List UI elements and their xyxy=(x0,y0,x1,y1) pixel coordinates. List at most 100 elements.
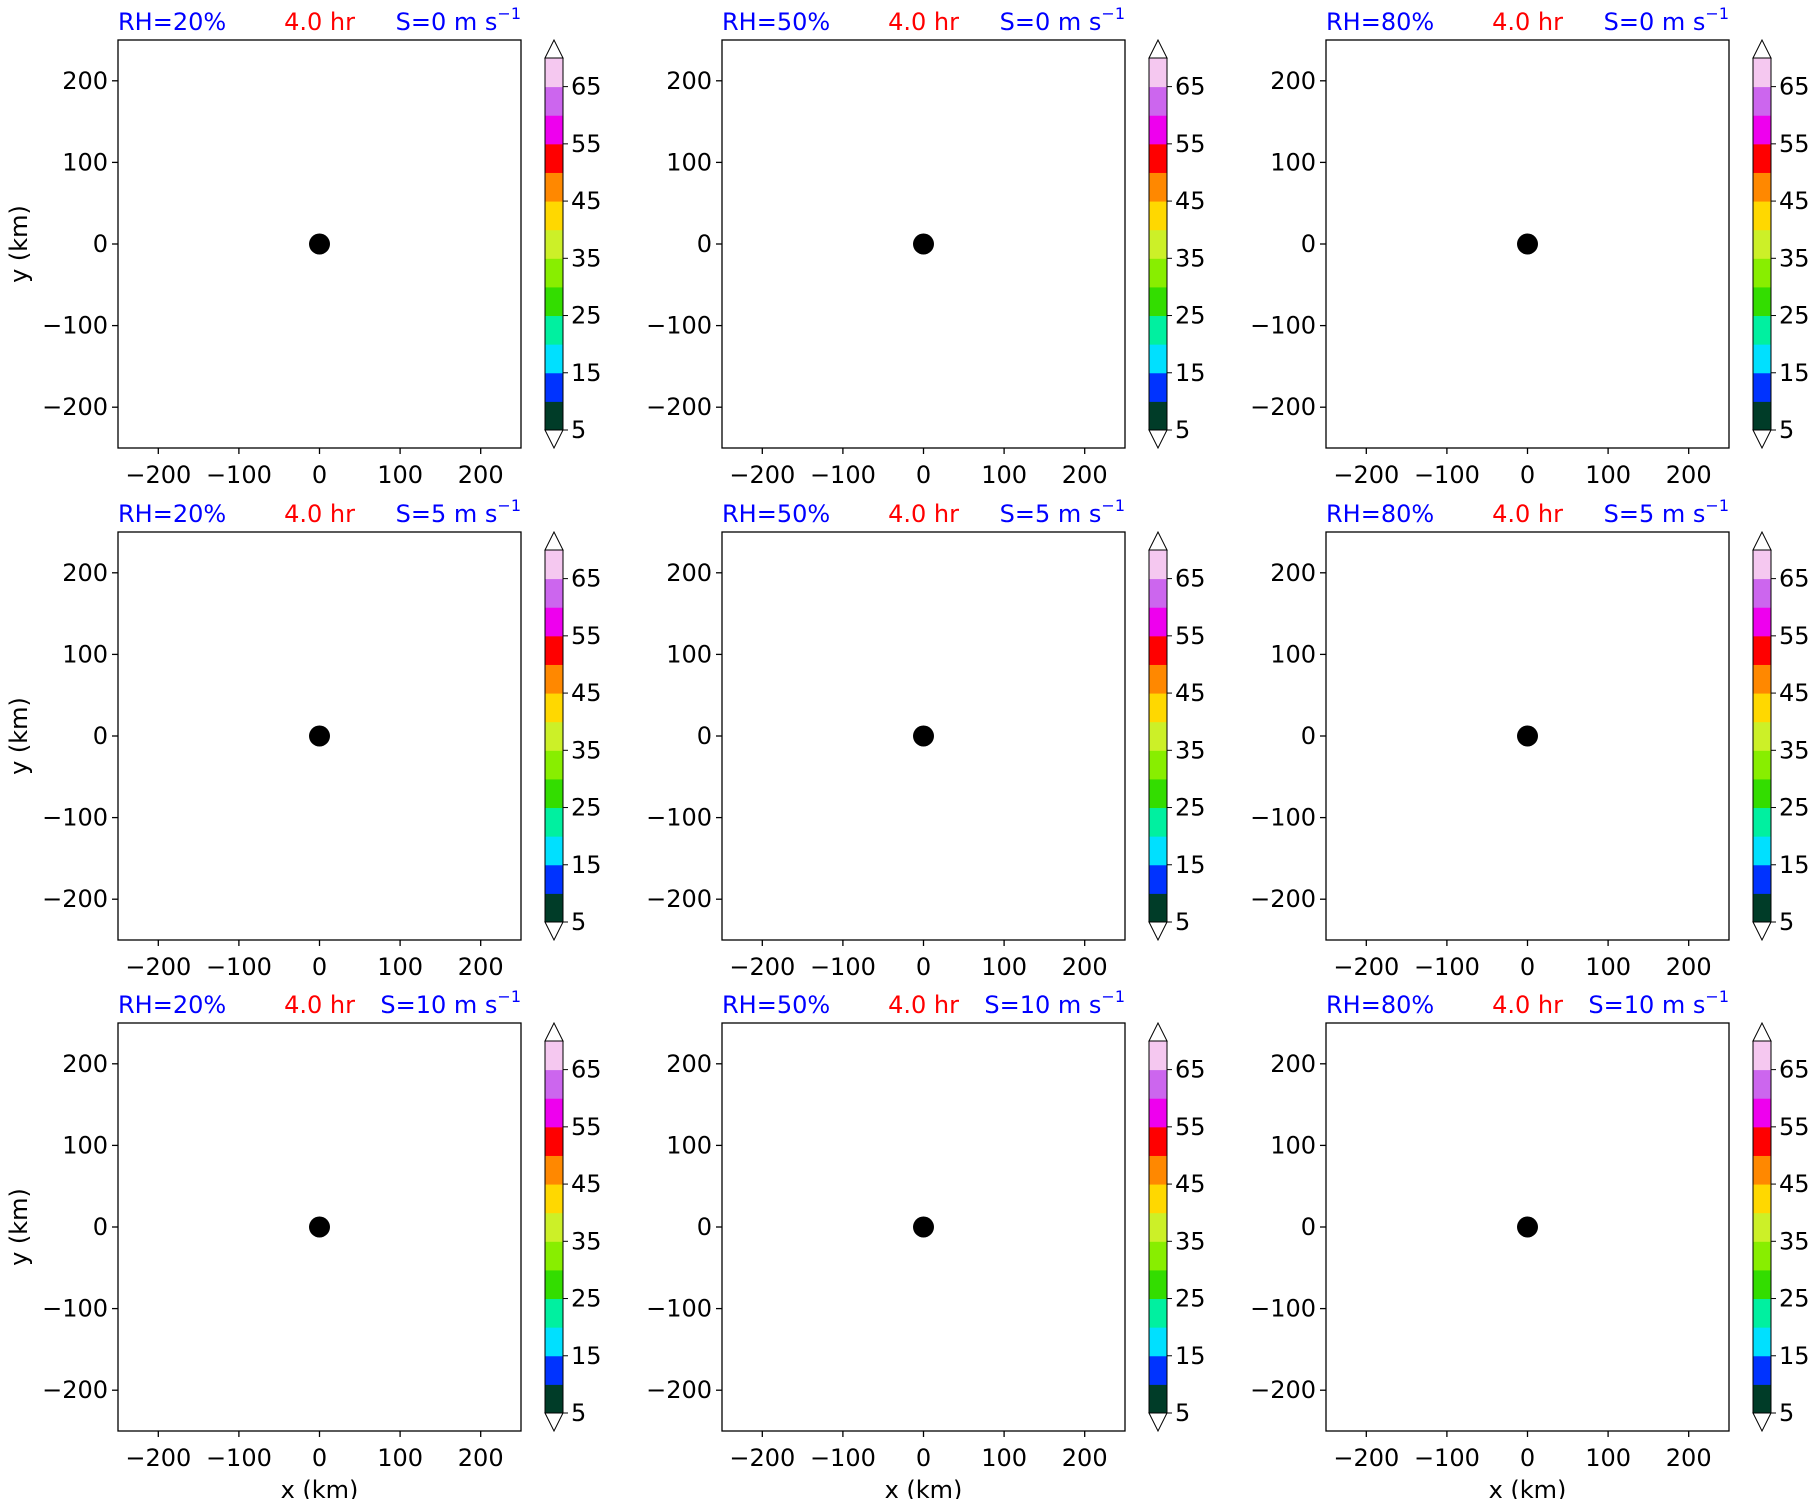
panel-label-right: S=5 m s−1 xyxy=(396,496,521,528)
colorbar-segment xyxy=(545,864,563,894)
center-marker xyxy=(309,1216,330,1238)
x-tick-label: 200 xyxy=(1666,1444,1712,1472)
colorbar-extend-max xyxy=(1148,1021,1168,1042)
colorbar-tick-label: 15 xyxy=(571,1342,602,1370)
panel-label-center: 4.0 hr xyxy=(284,8,355,36)
x-tick-label: 0 xyxy=(916,461,931,489)
x-tick-label: −100 xyxy=(206,1444,272,1472)
colorbar-segment xyxy=(1753,1355,1771,1385)
x-tick-label: −100 xyxy=(206,953,272,981)
colorbar-segment xyxy=(1149,1269,1167,1300)
x-tick-label: 100 xyxy=(981,461,1027,489)
unit-exponent: −1 xyxy=(497,987,521,1006)
x-tick-label: −200 xyxy=(1333,461,1399,489)
colorbar-segment xyxy=(545,172,563,202)
y-tick-label: 200 xyxy=(1270,559,1316,587)
x-tick-label: −100 xyxy=(1414,461,1480,489)
colorbar-segment xyxy=(545,286,563,317)
panel: −200 −100 0 100 200 200 100 0 −100 −200 x (km) RH=8… xyxy=(1250,987,1809,1499)
y-tick-label: 0 xyxy=(93,1213,108,1241)
y-tick-label: 200 xyxy=(62,67,108,95)
y-tick-label: −100 xyxy=(646,1295,712,1323)
colorbar: 5 15 25 35 45 55 65 xyxy=(1148,530,1206,942)
colorbar-outline xyxy=(544,57,564,431)
colorbar-segment xyxy=(1149,372,1167,402)
x-axis-label: x (km) xyxy=(1489,1476,1567,1499)
colorbar-tick-label: 15 xyxy=(571,851,602,879)
colorbar: 5 15 25 35 45 55 65 xyxy=(544,38,602,450)
colorbar-segment xyxy=(1753,58,1771,88)
colorbar-tick-label: 45 xyxy=(1175,1170,1206,1198)
panel: −200 −100 0 100 200 200 100 0 −100 −200 RH=50% 4.0 … xyxy=(646,496,1205,981)
colorbar-tick-label: 25 xyxy=(1175,1285,1206,1313)
colorbar-tick-label: 5 xyxy=(571,908,586,936)
x-tick-label: −200 xyxy=(729,461,795,489)
colorbar-tick-label: 15 xyxy=(1175,359,1206,387)
panel-label-center: 4.0 hr xyxy=(888,500,959,528)
colorbar-tick-label: 65 xyxy=(1175,73,1206,101)
colorbar-tick-label: 25 xyxy=(571,1285,602,1313)
panel: −200 −100 0 100 200 200 100 0 −100 −200 x (km) RH=5… xyxy=(646,987,1205,1499)
panel-label-center: 4.0 hr xyxy=(888,8,959,36)
colorbar-segment xyxy=(1753,1327,1771,1357)
colorbar-outline xyxy=(1148,1040,1168,1414)
y-tick-label: 100 xyxy=(62,148,108,176)
unit-exponent: −1 xyxy=(1101,987,1125,1006)
y-tick-label: 100 xyxy=(666,148,712,176)
colorbar-tick-label: 65 xyxy=(1175,565,1206,593)
colorbar-segment xyxy=(1753,315,1771,345)
colorbar-segment xyxy=(1149,1098,1167,1128)
colorbar-tick-label: 35 xyxy=(571,244,602,272)
colorbar-segment xyxy=(1149,864,1167,894)
x-tick-label: −200 xyxy=(125,953,191,981)
panel-label-right: S=0 m s−1 xyxy=(1000,4,1125,36)
x-tick-label: −100 xyxy=(810,953,876,981)
x-tick-label: 100 xyxy=(377,1444,423,1472)
y-tick-label: 0 xyxy=(93,230,108,258)
y-tick-label: 200 xyxy=(666,1050,712,1078)
colorbar-tick-label: 35 xyxy=(1175,244,1206,272)
x-tick-label: 0 xyxy=(916,953,931,981)
colorbar-segment xyxy=(545,1126,563,1156)
colorbar-tick-label: 45 xyxy=(1779,187,1810,215)
colorbar-segment xyxy=(545,115,563,145)
colorbar-tick-label: 25 xyxy=(1779,1285,1810,1313)
panel-label-center: 4.0 hr xyxy=(1492,500,1563,528)
colorbar-segment xyxy=(1149,1184,1167,1214)
x-tick-label: 0 xyxy=(1520,953,1535,981)
colorbar-tick-label: 15 xyxy=(1779,359,1810,387)
center-marker xyxy=(309,725,330,747)
panel-label-left: RH=80% xyxy=(1326,991,1434,1019)
y-tick-label: −100 xyxy=(42,1295,108,1323)
y-tick-label: −100 xyxy=(646,804,712,832)
colorbar-segment xyxy=(545,372,563,402)
colorbar-extend-min xyxy=(544,429,564,450)
colorbar-outline xyxy=(1148,57,1168,431)
colorbar-segment xyxy=(1149,1355,1167,1385)
unit-exponent: −1 xyxy=(1705,4,1729,23)
x-tick-label: −100 xyxy=(1414,1444,1480,1472)
colorbar-segment xyxy=(1753,721,1771,751)
colorbar-segment xyxy=(1149,807,1167,837)
colorbar-segment xyxy=(1753,286,1771,317)
y-axis-label: y (km) xyxy=(5,697,33,775)
center-marker xyxy=(1517,1216,1538,1238)
colorbar-extend-max xyxy=(544,530,564,551)
colorbar-segment xyxy=(545,1269,563,1300)
y-tick-label: 0 xyxy=(1301,722,1316,750)
x-tick-label: 100 xyxy=(1585,1444,1631,1472)
x-tick-label: 200 xyxy=(458,1444,504,1472)
colorbar-segment xyxy=(1753,750,1771,780)
x-tick-label: 0 xyxy=(312,953,327,981)
x-tick-label: 200 xyxy=(1666,953,1712,981)
colorbar-extend-max xyxy=(1752,530,1772,551)
colorbar-segment xyxy=(1753,1298,1771,1328)
colorbar-segment xyxy=(1149,315,1167,345)
colorbar-segment xyxy=(545,1184,563,1214)
colorbar-segment xyxy=(1753,1098,1771,1128)
y-tick-label: 0 xyxy=(1301,230,1316,258)
x-tick-label: −200 xyxy=(729,953,795,981)
colorbar-segment xyxy=(1149,172,1167,202)
colorbar-segment xyxy=(1753,1041,1771,1071)
